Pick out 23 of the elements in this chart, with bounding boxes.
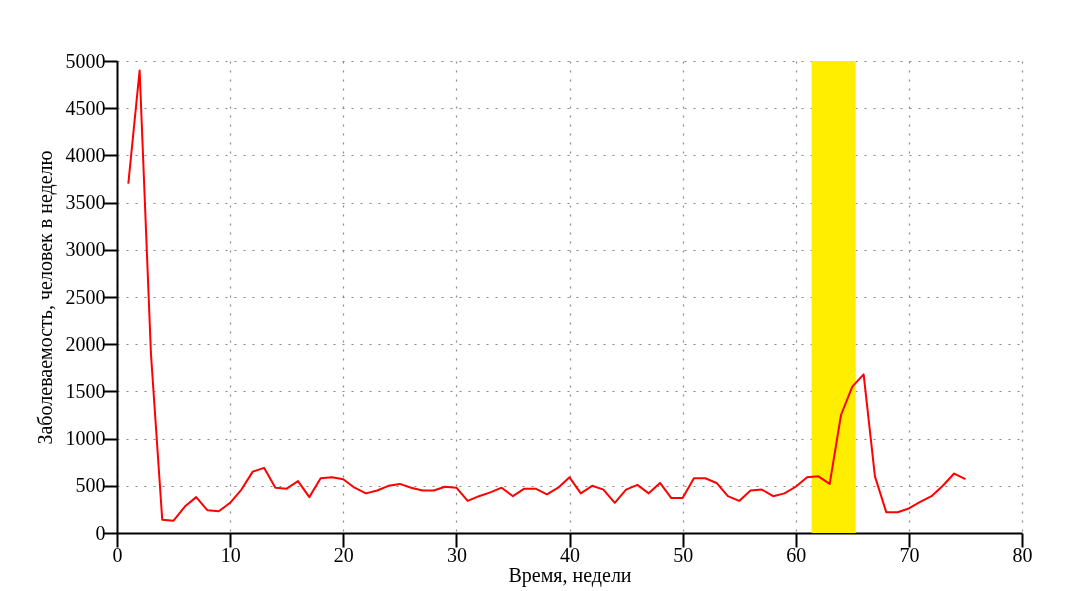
y-tick-label: 5000 <box>65 49 106 72</box>
y-axis-title: Заболеваемость, человек в неделю <box>33 150 57 445</box>
x-tick-label: 0 <box>112 543 123 566</box>
y-tick-label: 4000 <box>65 143 106 166</box>
x-tick-label: 10 <box>220 543 241 566</box>
y-tick-label: 4500 <box>65 96 106 119</box>
line-series <box>127 69 967 522</box>
y-tick-label: 0 <box>95 521 106 544</box>
y-tick-label: 1000 <box>65 427 106 450</box>
y-tick-label: 500 <box>75 474 106 497</box>
y-tick-label: 2500 <box>65 285 106 308</box>
x-tick-label: 50 <box>673 543 694 566</box>
y-tick-label: 3000 <box>65 238 106 261</box>
x-tick-label: 20 <box>333 543 354 566</box>
y-tick-label: 1500 <box>65 379 106 402</box>
x-axis-title: Время, недели <box>508 563 632 587</box>
x-tick-label: 60 <box>786 543 807 566</box>
x-tick-label: 70 <box>899 543 920 566</box>
x-tick-label: 40 <box>560 543 580 566</box>
x-tick-label: 30 <box>446 543 467 566</box>
x-tick-label: 80 <box>1012 543 1033 566</box>
y-tick-label: 2000 <box>65 332 106 355</box>
y-tick-label: 3500 <box>65 191 106 214</box>
